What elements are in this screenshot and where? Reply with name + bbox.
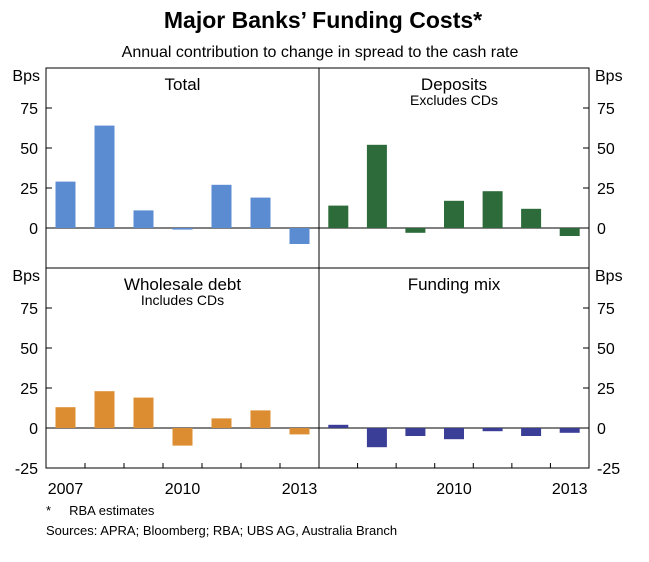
ytick-label-left-bottom-0: 0	[29, 421, 38, 438]
unit-label-bottom-left: Bps	[12, 268, 40, 285]
bar-wholesale-2009	[133, 397, 154, 428]
unit-label-top-left: Bps	[12, 68, 40, 85]
bar-mix-2009	[405, 428, 426, 436]
ytick-label-right-top-75: 75	[597, 101, 615, 118]
ytick-label-right-bottom-25: 25	[597, 381, 615, 398]
bar-total-2013	[289, 228, 310, 244]
ytick-label-right-bottom-75: 75	[597, 301, 615, 318]
bar-deposits-2012	[521, 208, 542, 228]
panel-subtitle-wholesale: Includes CDs	[141, 292, 224, 308]
unit-label-bottom-right: Bps	[595, 268, 623, 285]
ytick-label-right-top-50: 50	[597, 141, 615, 158]
bar-deposits-2009	[405, 228, 426, 233]
ytick-label-right-bottom--25: -25	[597, 461, 620, 478]
bar-wholesale-2007	[55, 407, 76, 428]
bar-total-2007	[55, 181, 76, 228]
bar-deposits-2011	[482, 191, 503, 228]
bar-deposits-2013	[559, 228, 580, 236]
ytick-label-left-bottom-50: 50	[20, 341, 38, 358]
xtick-label-left-2010: 2010	[165, 481, 201, 498]
bar-deposits-2010	[444, 200, 464, 228]
xtick-label-right-2010: 2010	[436, 481, 472, 498]
bar-mix-2012	[521, 428, 542, 436]
panel-subtitle-deposits: Excludes CDs	[410, 92, 498, 108]
ytick-label-left-top-50: 50	[20, 141, 38, 158]
bar-wholesale-2010	[172, 428, 193, 446]
bar-wholesale-2012	[250, 410, 271, 428]
bar-mix-2013	[559, 428, 580, 433]
bar-total-2011	[211, 184, 232, 228]
ytick-label-left-bottom-25: 25	[20, 381, 38, 398]
ytick-label-left-top-0: 0	[29, 221, 38, 238]
xtick-label-left-2013: 2013	[282, 481, 318, 498]
panel-title-mix: Funding mix	[408, 275, 501, 294]
chart-subtitle: Annual contribution to change in spread …	[122, 44, 519, 61]
unit-label-top-right: Bps	[595, 68, 623, 85]
bar-mix-2007	[328, 424, 349, 428]
panel-title-wholesale: Wholesale debt	[124, 275, 241, 294]
bar-total-2008	[94, 125, 115, 228]
panel-title-deposits: Deposits	[421, 75, 487, 94]
bar-deposits-2007	[328, 205, 349, 228]
xtick-label-right-2013: 2013	[552, 481, 588, 498]
footnote-estimates: * RBA estimates	[46, 503, 155, 518]
footnote-sources: Sources: APRA; Bloomberg; RBA; UBS AG, A…	[46, 523, 397, 538]
ytick-label-right-top-25: 25	[597, 181, 615, 198]
bar-total-2009	[133, 210, 154, 228]
bar-deposits-2008	[366, 144, 387, 228]
chart-title: Major Banks’ Funding Costs*	[164, 7, 482, 33]
ytick-label-left-bottom--25: -25	[15, 461, 38, 478]
ytick-label-left-top-75: 75	[20, 101, 38, 118]
bar-total-2010	[172, 228, 193, 230]
ytick-label-right-bottom-50: 50	[597, 341, 615, 358]
ytick-label-right-bottom-0: 0	[597, 421, 606, 438]
bar-mix-2008	[366, 428, 387, 448]
ytick-label-left-bottom-75: 75	[20, 301, 38, 318]
bar-total-2012	[250, 197, 271, 228]
xtick-label-left-2007: 2007	[48, 481, 84, 498]
bar-wholesale-2011	[211, 418, 232, 428]
bar-wholesale-2008	[94, 391, 115, 428]
bar-wholesale-2013	[289, 428, 310, 435]
bar-mix-2011	[482, 428, 503, 432]
ytick-label-left-top-25: 25	[20, 181, 38, 198]
panel-title-total: Total	[165, 75, 201, 94]
bar-mix-2010	[444, 428, 464, 440]
ytick-label-right-top-0: 0	[597, 221, 606, 238]
